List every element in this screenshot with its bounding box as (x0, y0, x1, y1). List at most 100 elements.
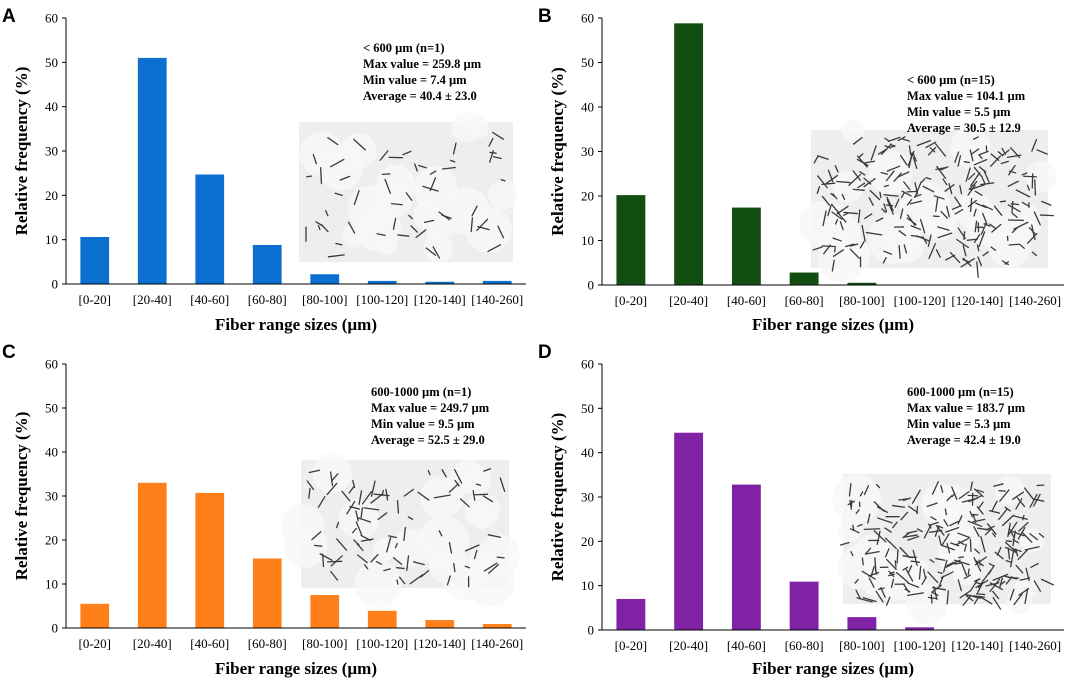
fiber-mark (885, 596, 891, 606)
x-tick-label: [100-120] (894, 293, 946, 308)
fiber-mark (978, 231, 986, 247)
fiber-mark (975, 202, 987, 209)
fiber-mark (812, 246, 823, 251)
fiber-mark (1040, 578, 1055, 586)
fiber-mark (375, 560, 382, 565)
fiber-mark (977, 527, 990, 531)
y-tick-label: 10 (581, 233, 594, 248)
fiber-mark (1001, 260, 1009, 266)
fiber-mark (357, 554, 368, 564)
fiber-mark (852, 188, 865, 191)
fiber-mark (1007, 547, 1011, 560)
y-tick-label: 50 (45, 401, 58, 416)
fiber-mark (908, 145, 912, 156)
fiber-mark (906, 592, 924, 597)
fiber-mark (483, 468, 492, 472)
micrograph-inset (799, 119, 1057, 283)
fiber-mark (394, 543, 398, 549)
fiber-mark (841, 193, 846, 201)
fiber-mark (956, 238, 970, 249)
fiber-mark (911, 489, 921, 504)
fiber-mark (927, 146, 937, 156)
fiber-mark (902, 497, 912, 502)
bar (789, 581, 819, 630)
fiber-mark (957, 540, 965, 546)
fiber-mark (890, 578, 895, 589)
fiber-mark (1008, 243, 1020, 246)
fiber-mark (969, 149, 974, 162)
fiber-mark (883, 203, 888, 213)
bar (847, 617, 877, 630)
micrograph-texture (461, 464, 492, 495)
bar (905, 627, 935, 630)
micrograph-texture (832, 474, 882, 524)
fiber-mark (403, 526, 407, 542)
fiber-mark (396, 500, 400, 514)
fiber-mark (943, 559, 948, 573)
x-tick-label: [80-100] (839, 638, 885, 653)
fiber-mark (940, 485, 944, 493)
bar (137, 482, 167, 628)
fiber-mark (965, 167, 971, 182)
fiber-mark (964, 543, 967, 552)
fiber-mark (1025, 567, 1030, 582)
fiber-mark (999, 200, 1007, 203)
x-tick-label: [100-120] (356, 292, 408, 307)
fiber-mark (870, 565, 875, 578)
fiber-mark (1023, 487, 1035, 501)
fiber-mark (327, 560, 343, 563)
micrograph-texture (413, 166, 458, 211)
fiber-mark (357, 517, 372, 523)
fiber-mark (993, 483, 1004, 487)
fiber-mark (892, 521, 898, 529)
fiber-mark (1039, 214, 1054, 217)
fiber-mark (1011, 212, 1018, 218)
fiber-mark (980, 182, 995, 186)
fiber-mark (353, 138, 366, 151)
fiber-mark (904, 588, 911, 593)
fiber-mark (1038, 532, 1045, 538)
fiber-mark (1002, 514, 1015, 527)
fiber-mark (863, 160, 876, 164)
fiber-mark (949, 251, 961, 264)
x-tick-label: [0-20] (79, 636, 112, 651)
fiber-mark (1015, 189, 1031, 198)
fiber-mark (336, 538, 348, 551)
x-tick-label: [120-140] (951, 293, 1003, 308)
fiber-mark (990, 155, 1002, 167)
fiber-mark (834, 165, 839, 173)
fiber-mark (894, 560, 897, 568)
fiber-mark (339, 175, 351, 181)
fiber-mark (1033, 211, 1041, 226)
micrograph-texture (1025, 161, 1057, 193)
fiber-mark (899, 208, 904, 220)
x-tick-label: [20-40] (133, 292, 172, 307)
y-tick-label: 40 (581, 100, 594, 115)
fiber-mark (821, 245, 837, 248)
y-tick-label: 10 (45, 577, 58, 592)
x-axis-title: Fiber range sizes (µm) (215, 315, 377, 334)
y-tick-label: 0 (588, 623, 595, 638)
fiber-mark (1004, 546, 1018, 554)
fiber-mark (488, 563, 499, 574)
fiber-mark (398, 576, 406, 585)
fiber-mark (972, 518, 986, 523)
fiber-mark (464, 544, 480, 552)
fiber-mark (863, 485, 870, 496)
fiber-mark (1015, 564, 1024, 574)
fiber-mark (1013, 221, 1029, 230)
y-tick-label: 20 (581, 189, 594, 204)
fiber-mark (1005, 540, 1013, 543)
stats-line: Average = 30.5 ± 12.9 (907, 121, 1021, 135)
fiber-mark (905, 568, 914, 582)
fiber-mark (492, 156, 502, 160)
y-tick-label: 60 (581, 357, 594, 372)
fiber-mark (488, 137, 494, 147)
fiber-mark (334, 192, 343, 197)
fiber-mark (408, 214, 413, 220)
fiber-mark (884, 145, 891, 149)
fiber-mark (1028, 227, 1036, 235)
fiber-mark (931, 481, 939, 495)
fiber-mark (1004, 541, 1016, 552)
y-tick-label: 60 (45, 357, 58, 372)
